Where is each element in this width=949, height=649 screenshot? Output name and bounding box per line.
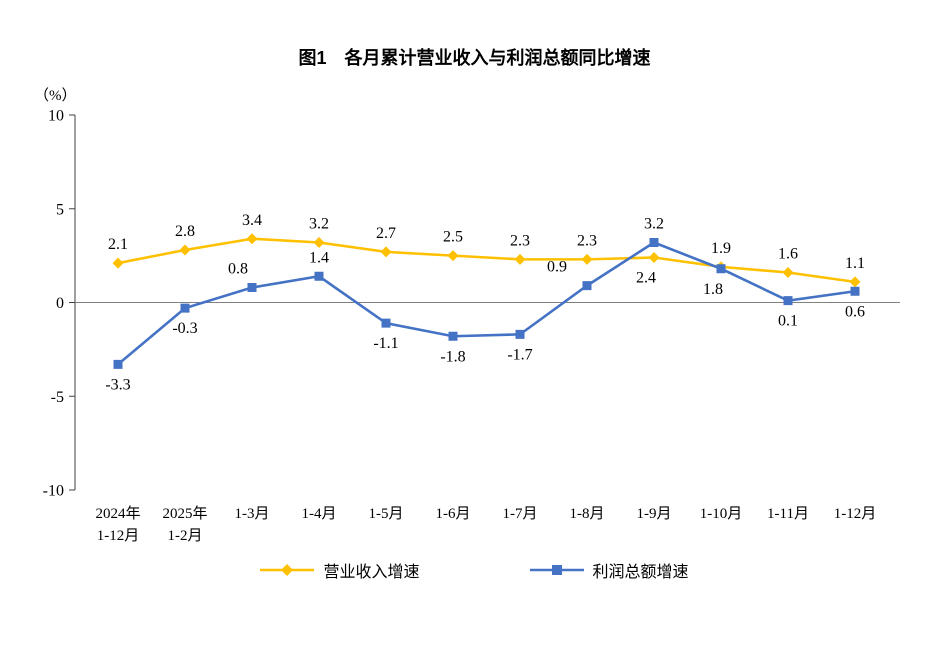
data-point-label: 3.2: [644, 216, 664, 233]
data-point-label: 2.8: [175, 223, 195, 240]
x-axis-label: 1-4月: [302, 506, 337, 522]
x-axis-label: 1-8月: [570, 506, 605, 522]
data-point-label: 2.3: [577, 232, 597, 249]
data-point-marker: [179, 244, 191, 256]
data-point-marker: [782, 267, 794, 278]
x-axis-label: 1-6月: [436, 506, 471, 522]
x-axis-label: 1-10月: [700, 506, 743, 522]
data-point-marker: [850, 286, 860, 296]
data-point-marker: [849, 276, 861, 288]
data-point-label: 2.1: [108, 236, 128, 253]
x-axis-label: 1-11月: [767, 506, 809, 522]
data-point-label: -1.7: [507, 346, 532, 363]
revenue-series-marker-icon: [260, 564, 315, 576]
data-point-marker: [180, 303, 190, 313]
diamond-marker-icon: [281, 564, 294, 576]
legend-item-revenue: 营业收入增速: [260, 558, 420, 582]
data-point-marker: [113, 359, 123, 369]
y-axis-tick-label: 5: [56, 201, 64, 218]
y-axis-tick-label: 10: [48, 108, 64, 125]
legend-label-revenue: 营业收入增速: [323, 564, 420, 581]
square-marker-icon: [551, 565, 562, 575]
data-point-marker: [381, 318, 391, 328]
data-point-marker: [783, 296, 793, 306]
data-point-marker: [246, 233, 258, 245]
data-point-label: -0.3: [172, 320, 197, 337]
data-point-label: 3.2: [309, 216, 329, 233]
x-axis-label: 2024年 1-12月: [95, 505, 140, 544]
data-point-marker: [581, 253, 593, 265]
series-line: [117, 237, 856, 284]
data-point-marker: [447, 250, 459, 262]
profit-series-marker-icon: [529, 565, 584, 575]
data-point-label: 0.8: [228, 261, 248, 278]
data-point-marker: [515, 329, 525, 339]
data-point-label: 2.5: [443, 229, 463, 246]
y-axis-tick-label: -10: [43, 483, 64, 500]
legend-item-profit: 利润总额增速: [529, 558, 689, 582]
data-point-marker: [112, 257, 124, 269]
y-axis-tick-label: -5: [51, 389, 64, 406]
data-point-label: -1.1: [373, 335, 398, 352]
data-point-marker: [514, 253, 526, 265]
series-profit: -3.3 -0.3 0.8 1.4 -1.1 -1.8 -1.7 0.9 3.2 1.8 0.1 0.…: [105, 216, 865, 394]
data-point-marker: [380, 246, 392, 258]
data-point-label: 1.4: [309, 249, 329, 266]
data-point-marker: [716, 264, 726, 274]
data-point-label: 1.6: [778, 246, 798, 263]
x-axis-label: 2025年 1-2月: [162, 505, 207, 544]
x-axis-label: 1-9月: [637, 506, 672, 522]
data-point-label: 2.4: [636, 270, 656, 287]
data-point-marker: [648, 252, 660, 263]
x-axis-label: 1-12月: [834, 506, 877, 522]
series-line: [117, 241, 856, 366]
data-point-marker: [247, 283, 257, 292]
data-point-label: -3.3: [105, 376, 130, 393]
x-axis-label: 1-5月: [369, 506, 404, 522]
data-point-label: 1.1: [845, 255, 865, 272]
data-point-label: 1.9: [711, 240, 731, 257]
legend-label-profit: 利润总额增速: [592, 564, 689, 581]
series-revenue: 2.1 2.8 3.4 3.2 2.7 2.5 2.3 2.3 2.4 1.9 1.6 1.1: [108, 212, 865, 288]
data-point-label: 1.8: [703, 281, 723, 298]
data-point-marker: [313, 237, 325, 248]
x-axis-label: 1-7月: [503, 506, 538, 522]
data-point-label: 0.9: [547, 259, 567, 276]
data-point-marker: [448, 331, 458, 341]
data-point-marker: [582, 281, 592, 291]
data-point-label: 2.7: [376, 225, 396, 242]
x-axis-label: 1-3月: [235, 506, 270, 522]
data-point-marker: [314, 271, 324, 281]
data-point-marker: [649, 238, 659, 247]
data-point-label: -1.8: [440, 348, 465, 365]
chart-legend: 营业收入增速 利润总额增速: [0, 558, 949, 582]
y-axis-tick-label: 0: [56, 295, 64, 312]
data-point-label: 3.4: [242, 212, 262, 229]
data-point-label: 2.3: [510, 232, 530, 249]
data-point-label: 0.6: [845, 303, 865, 320]
data-point-label: 0.1: [778, 313, 798, 330]
y-axis-unit-label: （%）: [34, 88, 77, 104]
chart-title: 图1 各月累计营业收入与利润总额同比增速: [298, 48, 651, 68]
